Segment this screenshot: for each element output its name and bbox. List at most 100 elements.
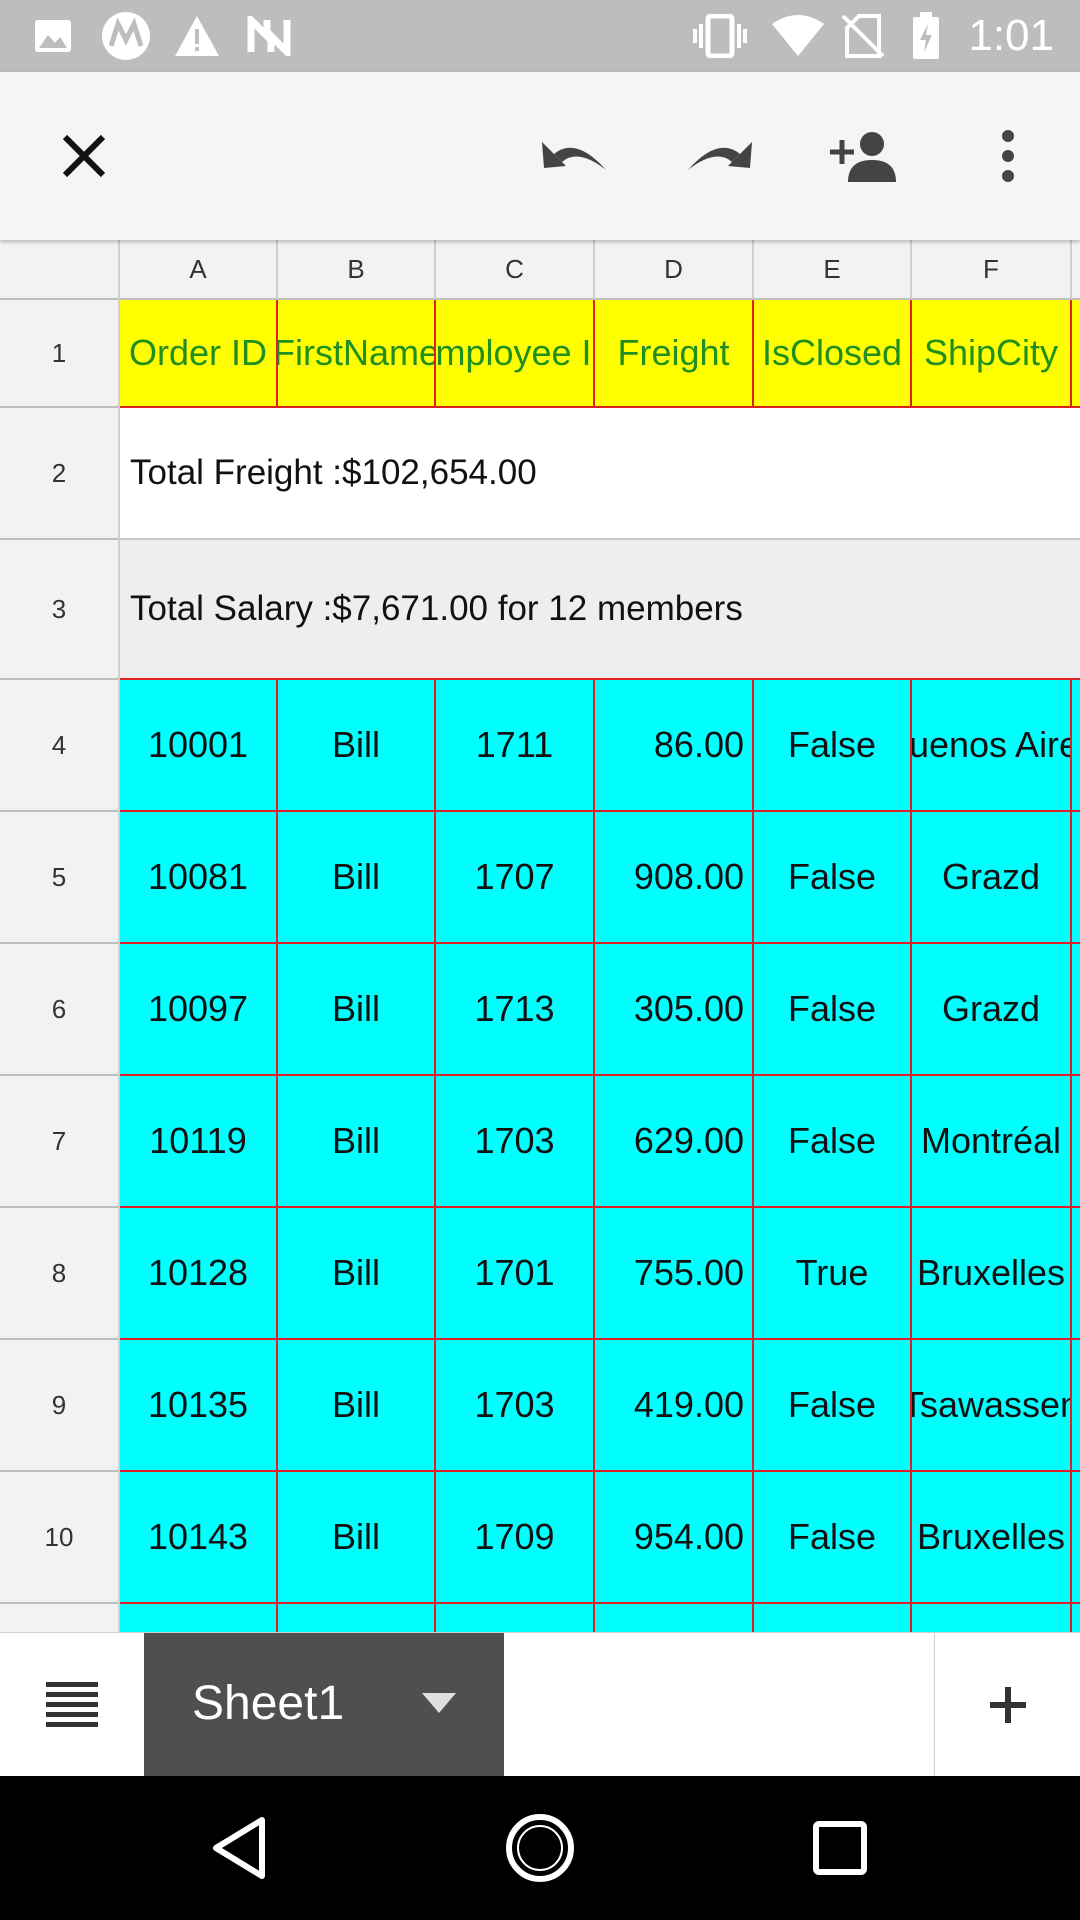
row-header-5[interactable]: 5 [0,812,120,944]
cell-b7[interactable]: Bill [278,1076,436,1208]
cell-d7[interactable]: 629.00 [595,1076,754,1208]
sheet-tab-sheet1[interactable]: Sheet1 [144,1633,504,1777]
cell-f4[interactable]: Buenos Aires [912,680,1072,812]
sheet-list-button[interactable] [0,1633,144,1777]
row-header-10[interactable]: 10 [0,1472,120,1604]
cell-text: FirstName [278,332,436,373]
cell-f10[interactable]: Bruxelles [912,1472,1072,1604]
spreadsheet-grid[interactable]: A B C D E F 1 2 3 4 5 6 7 8 9 10 Order I… [0,240,1080,1632]
add-person-icon [830,132,896,182]
cell-a3-total-salary[interactable]: Total Salary :$7,671.00 for 12 members [120,540,1080,680]
row-header-7[interactable]: 7 [0,1076,120,1208]
row-header-6[interactable]: 6 [0,944,120,1076]
cell-a5[interactable]: 10081 [120,812,278,944]
cell-b5[interactable]: Bill [278,812,436,944]
cell-d1[interactable]: Freight [595,300,754,408]
cell-d5[interactable]: 908.00 [595,812,754,944]
back-button[interactable] [200,1808,280,1888]
cell-d11[interactable] [595,1604,754,1632]
cell-a9[interactable]: 10135 [120,1340,278,1472]
cell-c4[interactable]: 1711 [436,680,595,812]
cell-c7[interactable]: 1703 [436,1076,595,1208]
row-header-11[interactable] [0,1604,120,1632]
cell-b10[interactable]: Bill [278,1472,436,1604]
cell-c11[interactable] [436,1604,595,1632]
cell-f9[interactable]: Tsawassen [912,1340,1072,1472]
dropdown-arrow-icon[interactable] [422,1693,456,1720]
cell-a8[interactable]: 10128 [120,1208,278,1340]
row-header-8[interactable]: 8 [0,1208,120,1340]
cell-f5[interactable]: Grazd [912,812,1072,944]
select-all-corner[interactable] [0,240,120,300]
cell-f1[interactable]: ShipCity [912,300,1072,408]
home-circle-icon [506,1814,574,1882]
cell-b1[interactable]: FirstName [278,300,436,408]
close-button[interactable] [44,116,124,196]
cell-d4[interactable]: 86.00 [595,680,754,812]
cell-f8[interactable]: Bruxelles [912,1208,1072,1340]
cell-e5[interactable]: False [754,812,912,944]
cell-a4[interactable]: 10001 [120,680,278,812]
row-header-1[interactable]: 1 [0,300,120,408]
column-header-f[interactable]: F [912,240,1072,300]
cell-b6[interactable]: Bill [278,944,436,1076]
cell-e9[interactable]: False [754,1340,912,1472]
column-header-b[interactable]: B [278,240,436,300]
cell-c6[interactable]: 1713 [436,944,595,1076]
cell-g11[interactable] [1072,1604,1080,1632]
cell-c1[interactable]: Employee ID [436,300,595,408]
column-header-e[interactable]: E [754,240,912,300]
cell-d10[interactable]: 954.00 [595,1472,754,1604]
cell-a2-total-freight[interactable]: Total Freight :$102,654.00 [120,408,1080,540]
cell-e4[interactable]: False [754,680,912,812]
cell-d9[interactable]: 419.00 [595,1340,754,1472]
cell-a11[interactable] [120,1604,278,1632]
column-header-g[interactable] [1072,240,1080,300]
cell-g9[interactable] [1072,1340,1080,1472]
cell-e1[interactable]: IsClosed [754,300,912,408]
cell-f7[interactable]: Montréal [912,1076,1072,1208]
cell-e10[interactable]: False [754,1472,912,1604]
cell-g4[interactable] [1072,680,1080,812]
cell-e8[interactable]: True [754,1208,912,1340]
row-header-9[interactable]: 9 [0,1340,120,1472]
cell-b8[interactable]: Bill [278,1208,436,1340]
cell-a1[interactable]: Order ID [120,300,278,408]
cell-e11[interactable] [754,1604,912,1632]
cell-c8[interactable]: 1701 [436,1208,595,1340]
cell-g5[interactable] [1072,812,1080,944]
undo-button[interactable] [534,116,614,196]
cell-d6[interactable]: 305.00 [595,944,754,1076]
more-options-button[interactable] [968,116,1048,196]
add-sheet-button[interactable] [936,1633,1080,1777]
cell-f11[interactable] [912,1604,1072,1632]
row-header-3[interactable]: 3 [0,540,120,680]
cell-a7[interactable]: 10119 [120,1076,278,1208]
cell-a6[interactable]: 10097 [120,944,278,1076]
cell-b11[interactable] [278,1604,436,1632]
column-header-d[interactable]: D [595,240,754,300]
row-header-4[interactable]: 4 [0,680,120,812]
cell-d8[interactable]: 755.00 [595,1208,754,1340]
cell-g6[interactable] [1072,944,1080,1076]
recents-button[interactable] [800,1808,880,1888]
cell-c5[interactable]: 1707 [436,812,595,944]
cell-e7[interactable]: False [754,1076,912,1208]
redo-button[interactable] [680,116,760,196]
cell-b4[interactable]: Bill [278,680,436,812]
cell-f6[interactable]: Grazd [912,944,1072,1076]
row-header-2[interactable]: 2 [0,408,120,540]
cell-e6[interactable]: False [754,944,912,1076]
cell-a10[interactable]: 10143 [120,1472,278,1604]
cell-g10[interactable] [1072,1472,1080,1604]
cell-c10[interactable]: 1709 [436,1472,595,1604]
column-header-a[interactable]: A [120,240,278,300]
cell-b9[interactable]: Bill [278,1340,436,1472]
add-person-button[interactable] [824,116,904,196]
column-header-c[interactable]: C [436,240,595,300]
cell-g1[interactable] [1072,300,1080,408]
cell-c9[interactable]: 1703 [436,1340,595,1472]
cell-g8[interactable] [1072,1208,1080,1340]
cell-g7[interactable] [1072,1076,1080,1208]
home-button[interactable] [500,1808,580,1888]
